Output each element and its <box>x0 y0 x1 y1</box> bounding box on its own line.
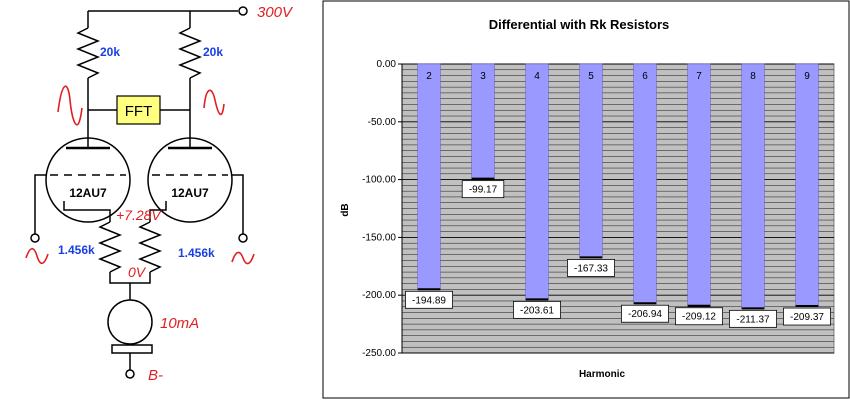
data-label-box <box>405 290 454 309</box>
data-label: -209.37 <box>790 312 824 323</box>
fft-label: FFT <box>125 103 153 120</box>
y-tick-label: -200.00 <box>362 290 396 301</box>
data-label: -206.94 <box>628 309 662 320</box>
grid-signal-right-icon <box>231 251 255 265</box>
data-label: -167.33 <box>574 263 608 274</box>
data-label-box <box>728 309 777 328</box>
category-label: 9 <box>804 71 810 82</box>
chart-title: Differential with Rk Resistors <box>489 17 670 32</box>
y-tick-label: -50.00 <box>368 117 397 128</box>
bar <box>687 63 711 307</box>
data-label-box <box>512 300 561 319</box>
data-label: -99.17 <box>469 185 498 196</box>
category-label: 7 <box>696 71 702 82</box>
harmonics-chart: Differential with Rk Resistors 0.00 -50.0… <box>322 0 850 399</box>
current-source-label: 10mA <box>160 315 199 332</box>
node-voltage-label: 0V <box>128 264 147 280</box>
data-label-box <box>461 180 505 199</box>
plate-signal-right-icon <box>203 89 225 116</box>
data-label: -211.37 <box>736 314 770 325</box>
bar <box>633 63 657 304</box>
bar <box>741 63 765 309</box>
plot-area: 0.00 -50.00 -100.00 -150.00 -200.00 -250.00 2 -… <box>362 59 835 359</box>
category-label: 5 <box>588 71 594 82</box>
circuit-schematic: FFT 12AU7 12AU7 300V 20k 20k +7.28V 1.45… <box>25 4 294 384</box>
cathode-voltage-label: +7.28V <box>116 207 162 223</box>
bar <box>579 63 603 258</box>
plate-resistor-left-label: 20k <box>100 45 120 59</box>
data-label: -203.61 <box>520 305 554 316</box>
y-axis-label: dB <box>340 203 351 216</box>
fft-box <box>116 95 161 125</box>
plate-signal-left-icon <box>57 85 83 126</box>
data-label-box <box>620 304 669 323</box>
category-label: 3 <box>480 71 486 82</box>
category-label: 4 <box>534 71 540 82</box>
tube-left-label: 12AU7 <box>69 186 107 200</box>
data-label-box <box>782 307 831 326</box>
cathode-resistor-left-label: 1.456k <box>58 243 95 257</box>
data-label: -209.12 <box>682 312 716 323</box>
y-tick-label: -250.00 <box>362 348 396 359</box>
bar <box>417 63 441 290</box>
y-tick-label: -150.00 <box>362 232 396 243</box>
grid-signal-left-icon <box>25 247 49 265</box>
category-label: 6 <box>642 71 648 82</box>
bar <box>525 63 549 300</box>
data-label-box <box>566 259 615 277</box>
category-label: 8 <box>750 71 756 82</box>
tube-right-label: 12AU7 <box>171 186 209 200</box>
data-label: -194.89 <box>412 295 446 306</box>
data-label-box <box>674 307 723 326</box>
neg-supply-label: B- <box>148 367 163 384</box>
x-axis-label: Harmonic <box>579 369 626 380</box>
category-label: 2 <box>426 71 432 82</box>
supply-voltage-label: 300V <box>257 4 294 21</box>
bar <box>795 63 819 307</box>
plate-resistor-right-label: 20k <box>203 45 223 59</box>
cathode-resistor-right-label: 1.456k <box>178 246 215 260</box>
y-tick-label: -100.00 <box>362 175 396 186</box>
y-tick-label: 0.00 <box>377 59 397 70</box>
